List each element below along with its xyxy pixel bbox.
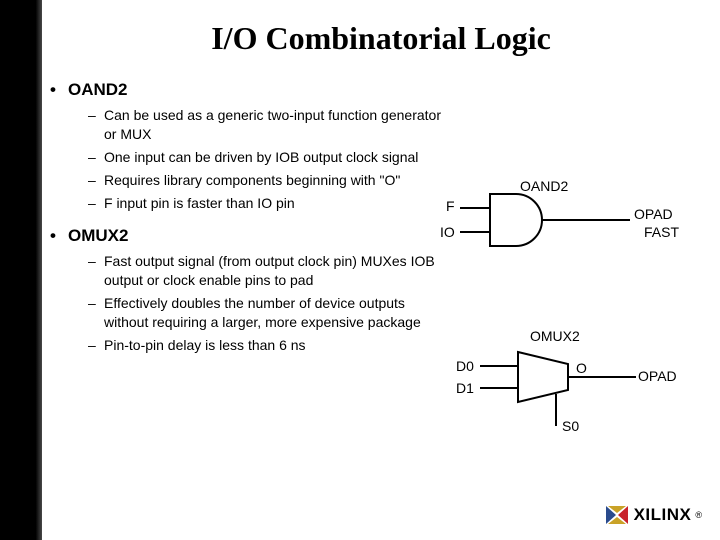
list-item: –One input can be driven by IOB output c… — [88, 148, 450, 167]
gate-label: OAND2 — [520, 178, 568, 194]
list-item-text: One input can be driven by IOB output cl… — [104, 148, 418, 167]
list-item-text: F input pin is faster than IO pin — [104, 194, 295, 213]
xilinx-logo: XILINX ® — [604, 504, 702, 526]
section-heading-text: OAND2 — [68, 80, 128, 100]
input-label-io: IO — [440, 224, 455, 240]
logo-text: XILINX — [634, 505, 692, 525]
list-item: –F input pin is faster than IO pin — [88, 194, 450, 213]
dash-icon: – — [88, 171, 104, 190]
dash-icon: – — [88, 194, 104, 213]
xilinx-logo-icon — [604, 504, 630, 526]
mux-icon — [460, 330, 700, 450]
list-item: –Fast output signal (from output clock p… — [88, 252, 450, 290]
output-label-opad: OPAD — [638, 368, 677, 384]
output-label-fast: FAST — [644, 224, 679, 240]
output-label-o: O — [576, 360, 587, 376]
dash-icon: – — [88, 336, 104, 355]
dash-icon: – — [88, 106, 104, 125]
list-item-text: Pin-to-pin delay is less than 6 ns — [104, 336, 306, 355]
bullet-dot-icon: • — [50, 80, 68, 100]
list-item: –Pin-to-pin delay is less than 6 ns — [88, 336, 450, 355]
output-label-opad: OPAD — [634, 206, 673, 222]
dash-icon: – — [88, 252, 104, 271]
page-title: I/O Combinatorial Logic — [42, 20, 720, 57]
select-label-s0: S0 — [562, 418, 579, 434]
dash-icon: – — [88, 294, 104, 313]
section-heading-text: OMUX2 — [68, 226, 128, 246]
list-item-text: Fast output signal (from output clock pi… — [104, 252, 450, 290]
bullet-dot-icon: • — [50, 226, 68, 246]
input-label-f: F — [446, 198, 455, 214]
list-item: –Effectively doubles the number of devic… — [88, 294, 450, 332]
list-item: –Requires library components beginning w… — [88, 171, 450, 190]
dash-icon: – — [88, 148, 104, 167]
oand2-diagram: F IO OAND2 OPAD FAST — [460, 186, 700, 266]
input-label-d1: D1 — [456, 380, 474, 396]
list-item-text: Can be used as a generic two-input funct… — [104, 106, 450, 144]
content-area: • OAND2 –Can be used as a generic two-in… — [50, 80, 450, 359]
registered-icon: ® — [695, 510, 702, 520]
mux-label: OMUX2 — [530, 328, 580, 344]
list-item-text: Effectively doubles the number of device… — [104, 294, 450, 332]
list-item: –Can be used as a generic two-input func… — [88, 106, 450, 144]
input-label-d0: D0 — [456, 358, 474, 374]
section-heading: • OAND2 — [50, 80, 450, 100]
omux2-diagram: OMUX2 D0 D1 O OPAD S0 — [460, 330, 700, 450]
left-bar — [0, 0, 42, 540]
section-heading: • OMUX2 — [50, 226, 450, 246]
list-item-text: Requires library components beginning wi… — [104, 171, 400, 190]
